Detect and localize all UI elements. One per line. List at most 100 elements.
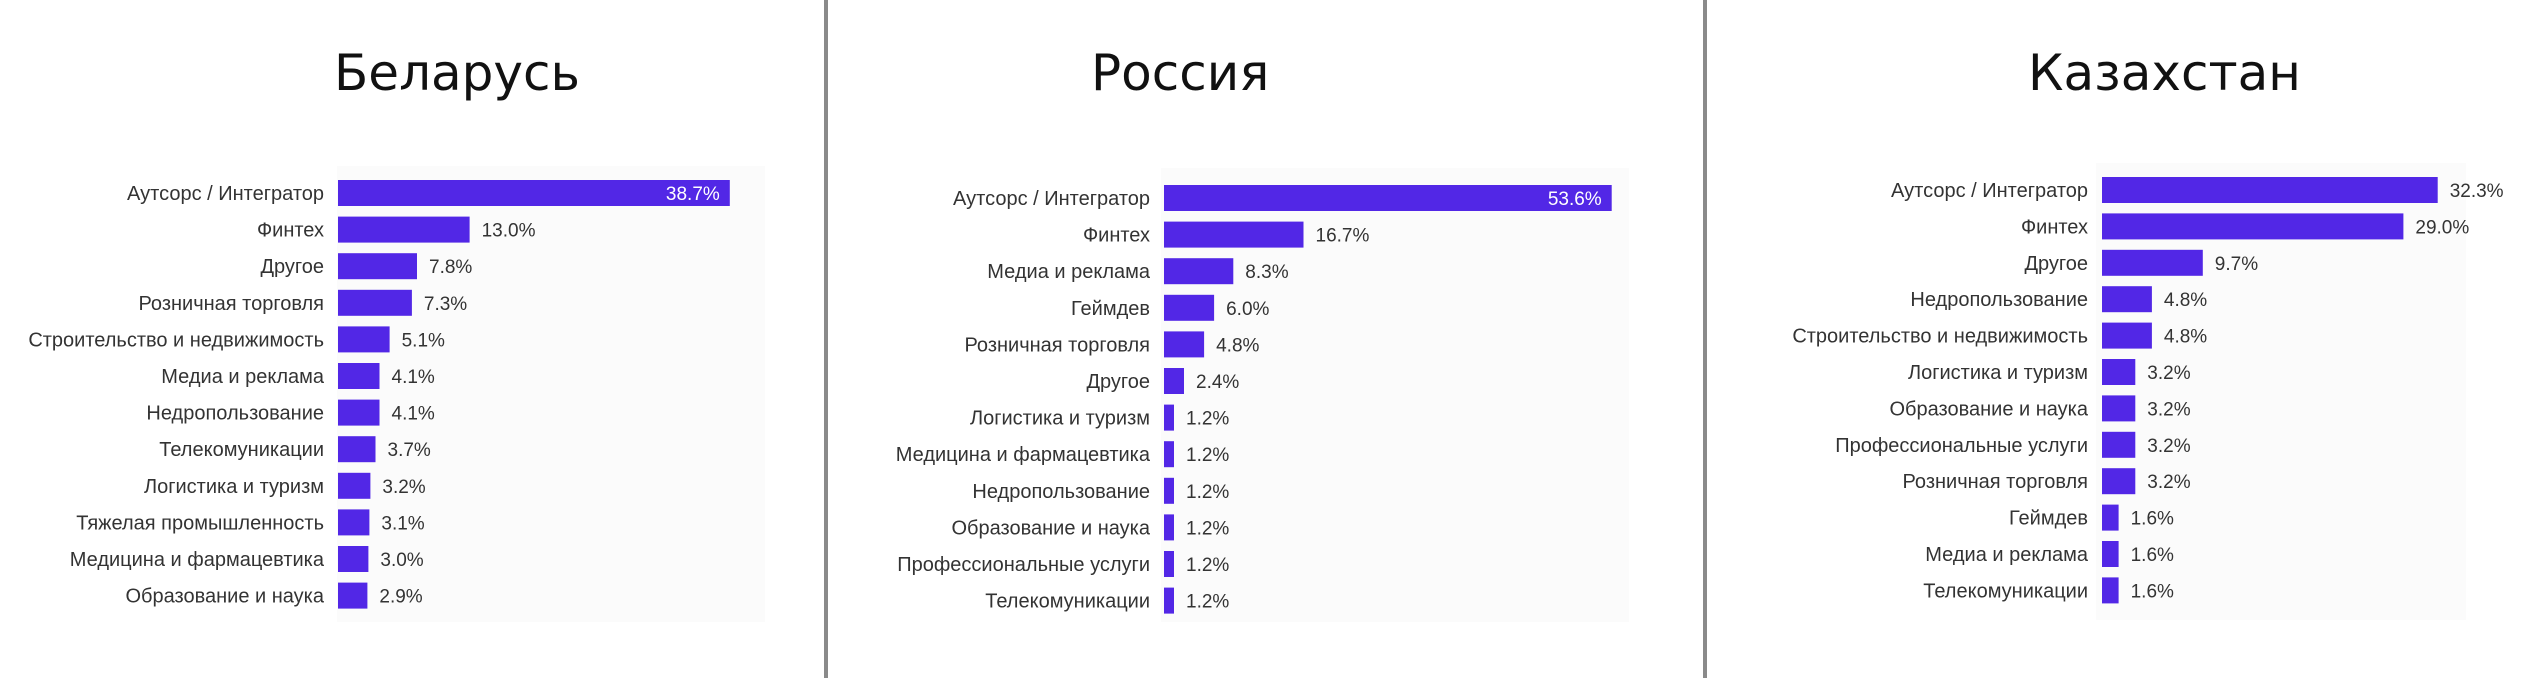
bar-строительство-и-недвижимость <box>2102 322 2152 349</box>
category-label: Логистика и туризм <box>970 408 1150 430</box>
category-label: Аутсорс / Интегратор <box>127 183 324 205</box>
bar-логистика-и-туризм <box>2102 359 2136 385</box>
data-label: 3.1% <box>381 513 424 534</box>
data-label: 29.0% <box>2415 217 2469 238</box>
data-label: 1.2% <box>1186 518 1229 539</box>
category-label: Медиа и реклама <box>1925 544 2089 566</box>
category-label: Геймдев <box>1071 298 1150 320</box>
bar-медиа-и-реклама <box>338 363 380 389</box>
category-label: Логистика и туризм <box>144 476 324 498</box>
data-label: 4.8% <box>2164 290 2207 311</box>
category-label: Другое <box>1086 371 1150 393</box>
category-label: Аутсорс / Интегратор <box>953 188 1150 210</box>
category-label: Образование и наука <box>951 517 1150 539</box>
bar-телекомуникации <box>2102 577 2119 604</box>
category-label: Недропользование <box>146 403 324 425</box>
data-label: 3.7% <box>388 440 431 461</box>
bar-образование-и-наука <box>2102 395 2136 422</box>
data-label: 3.0% <box>380 550 423 571</box>
category-label: Аутсорс / Интегратор <box>1891 180 2088 202</box>
bar-профессиональные-услуги <box>2102 431 2136 458</box>
category-label: Профессиональные услуги <box>897 554 1150 576</box>
category-label: Финтех <box>2021 216 2088 238</box>
category-label: Телекомуникации <box>159 439 324 461</box>
category-label: Логистика и туризм <box>1908 362 2088 384</box>
category-label: Медицина и фармацевтика <box>896 444 1151 466</box>
bar-телекомуникации <box>1164 587 1174 614</box>
bar-профессиональные-услуги <box>1164 551 1174 577</box>
category-label: Профессиональные услуги <box>1835 435 2088 457</box>
data-label: 1.6% <box>2131 545 2174 566</box>
category-label: Телекомуникации <box>985 591 1150 613</box>
data-label: 3.2% <box>2147 363 2190 384</box>
bar-аутсорс-интегратор <box>338 180 730 206</box>
chart-panel-russia: Россия Аутсорс / Интегратор 53.6% Финтех 16… <box>828 0 1704 678</box>
bar-образование-и-наука <box>1164 514 1174 541</box>
data-label: 4.1% <box>392 367 435 388</box>
bar-chart-belarus: Аутсорс / Интегратор 38.7% Финтех 13.0% Друг… <box>28 180 730 609</box>
bar-медиа-и-реклама <box>1164 258 1234 285</box>
category-label: Телекомуникации <box>1923 580 2088 602</box>
bar-chart-russia: Аутсорс / Интегратор 53.6% Финтех 16.7% Меди… <box>896 185 1612 614</box>
data-label: 6.0% <box>1226 299 1269 320</box>
bar-розничная-торговля <box>2102 468 2136 495</box>
data-label: 1.2% <box>1186 555 1229 576</box>
data-label: 4.8% <box>2164 327 2207 348</box>
panel-divider <box>1703 0 1707 678</box>
bar-другое <box>2102 249 2203 276</box>
bar-другое <box>1164 368 1184 394</box>
chart-panel-belarus: Беларусь Аутсорс / Интегратор 38.7% Финтех… <box>0 0 824 678</box>
category-label: Другое <box>2024 253 2088 275</box>
data-label: 1.6% <box>2131 509 2174 530</box>
bar-тяжелая-промышленность <box>338 509 370 536</box>
category-label: Медиа и реклама <box>987 261 1151 283</box>
data-label: 3.2% <box>2147 399 2190 420</box>
category-label: Другое <box>260 256 324 278</box>
data-label: 38.7% <box>666 184 720 205</box>
data-label: 1.6% <box>2131 581 2174 602</box>
data-label: 1.2% <box>1186 592 1229 613</box>
data-label: 13.0% <box>482 221 536 242</box>
bar-телекомуникации <box>338 436 376 463</box>
category-label: Медиа и реклама <box>161 366 325 388</box>
category-label: Финтех <box>1083 225 1150 247</box>
bar-розничная-торговля <box>1164 331 1205 358</box>
data-label: 3.2% <box>2147 436 2190 457</box>
data-label: 5.1% <box>402 330 445 351</box>
bar-геймдев <box>2102 504 2119 531</box>
chart-panel-kazakhstan: Казахстан Аутсорс / Интегратор 32.3% Финте… <box>1707 0 2534 678</box>
data-label: 16.7% <box>1316 226 1370 247</box>
bar-логистика-и-туризм <box>1164 404 1174 431</box>
category-label: Розничная торговля <box>1902 471 2088 493</box>
data-label: 7.8% <box>429 257 472 278</box>
bar-медицина-и-фармацевтика <box>338 546 369 572</box>
data-label: 2.9% <box>379 587 422 608</box>
data-label: 4.1% <box>392 404 435 425</box>
bar-логистика-и-туризм <box>338 472 371 499</box>
category-label: Геймдев <box>2009 508 2088 530</box>
bar-финтех <box>338 216 470 243</box>
bar-медицина-и-фармацевтика <box>1164 441 1174 468</box>
category-label: Тяжелая промышленность <box>76 512 324 534</box>
bar-геймдев <box>1164 294 1215 321</box>
bar-строительство-и-недвижимость <box>338 326 390 353</box>
data-label: 1.2% <box>1186 409 1229 430</box>
data-label: 2.4% <box>1196 372 1239 393</box>
bar-аутсорс-интегратор <box>2102 177 2438 203</box>
category-label: Строительство и недвижимость <box>1792 326 2088 348</box>
category-label: Розничная торговля <box>138 293 324 315</box>
category-label: Образование и наука <box>1889 398 2088 420</box>
bar-финтех <box>2102 213 2404 240</box>
bar-финтех <box>1164 221 1304 248</box>
category-label: Образование и наука <box>125 586 324 608</box>
chart-title: Россия <box>1091 44 1270 102</box>
chart-title: Казахстан <box>2028 44 2301 102</box>
category-label: Финтех <box>257 220 324 242</box>
data-label: 1.2% <box>1186 445 1229 466</box>
bar-аутсорс-интегратор <box>1164 185 1612 211</box>
category-label: Недропользование <box>1910 289 2088 311</box>
data-label: 1.2% <box>1186 482 1229 503</box>
data-label: 53.6% <box>1548 189 1602 210</box>
chart-title: Беларусь <box>334 44 580 102</box>
bar-образование-и-наука <box>338 582 368 609</box>
